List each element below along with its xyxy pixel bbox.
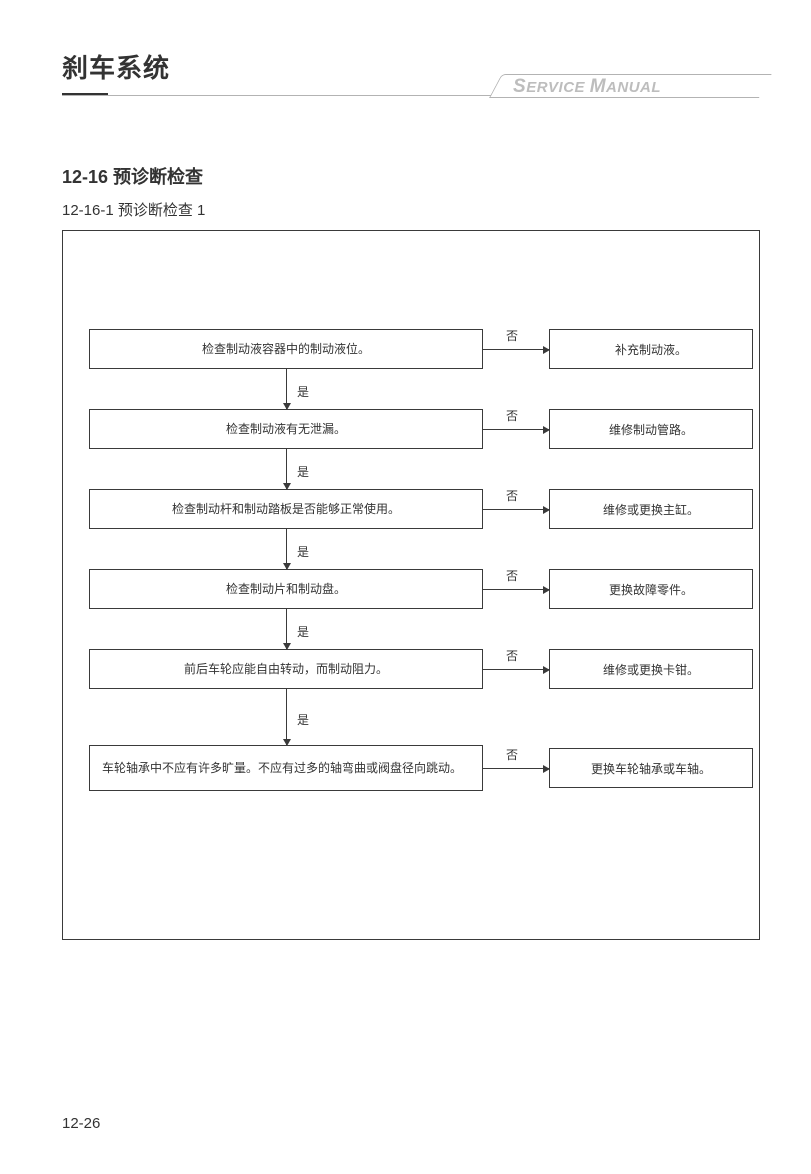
yes-arrow [286,689,287,745]
no-label: 否 [506,487,518,504]
yes-arrow [286,529,287,569]
flow-row: 前后车轮应能自由转动，而制动阻力。 否 维修或更换卡钳。 [89,649,759,689]
no-arrow [483,768,549,769]
flowchart-container: 检查制动液容器中的制动液位。否补充制动液。是检查制动液有无泄漏。否维修制动管路。… [62,230,760,940]
flow-row: 检查制动液有无泄漏。 否 维修制动管路。 [89,409,759,449]
service-manual-banner: SERVICE MANUAL [489,74,759,98]
no-label: 否 [506,567,518,584]
action-node: 补充制动液。 [549,329,753,369]
yes-connector: 是 [89,529,759,569]
yes-connector: 是 [89,689,759,745]
yes-arrow [286,449,287,489]
no-arrow [483,429,549,430]
check-node: 车轮轴承中不应有许多旷量。不应有过多的轴弯曲或阀盘径向跳动。 [89,745,483,791]
flow-row: 检查制动杆和制动踏板是否能够正常使用。 否 维修或更换主缸。 [89,489,759,529]
yes-label: 是 [297,383,309,400]
no-arrow [483,669,549,670]
flow-row: 车轮轴承中不应有许多旷量。不应有过多的轴弯曲或阀盘径向跳动。 否 更换车轮轴承或车轴… [89,745,759,791]
no-label: 否 [506,407,518,424]
no-label: 否 [506,746,518,763]
page-number: 12-26 [62,1115,100,1132]
yes-connector: 是 [89,369,759,409]
action-node: 维修或更换主缸。 [549,489,753,529]
no-arrow [483,509,549,510]
action-node: 维修制动管路。 [549,409,753,449]
action-node: 更换车轮轴承或车轴。 [549,748,753,788]
flow-row: 检查制动液容器中的制动液位。 否 补充制动液。 [89,329,759,369]
yes-arrow [286,609,287,649]
section-title: 12-16 预诊断检查 [62,163,759,189]
yes-arrow [286,369,287,409]
yes-label: 是 [297,543,309,560]
yes-connector: 是 [89,609,759,649]
action-node: 更换故障零件。 [549,569,753,609]
yes-label: 是 [297,711,309,728]
no-arrow [483,349,549,350]
yes-label: 是 [297,623,309,640]
yes-label: 是 [297,463,309,480]
yes-connector: 是 [89,449,759,489]
banner-text: SERVICE MANUAL [513,76,661,98]
check-node: 检查制动杆和制动踏板是否能够正常使用。 [89,489,483,529]
page: 刹车系统 SERVICE MANUAL 12-16 预诊断检查 12-16-1 … [0,0,811,1174]
check-node: 前后车轮应能自由转动，而制动阻力。 [89,649,483,689]
no-arrow [483,589,549,590]
no-label: 否 [506,647,518,664]
flow-row: 检查制动片和制动盘。 否 更换故障零件。 [89,569,759,609]
check-node: 检查制动液有无泄漏。 [89,409,483,449]
action-node: 维修或更换卡钳。 [549,649,753,689]
check-node: 检查制动片和制动盘。 [89,569,483,609]
subsection-title: 12-16-1 预诊断检查 1 [62,199,759,220]
check-node: 检查制动液容器中的制动液位。 [89,329,483,369]
no-label: 否 [506,327,518,344]
